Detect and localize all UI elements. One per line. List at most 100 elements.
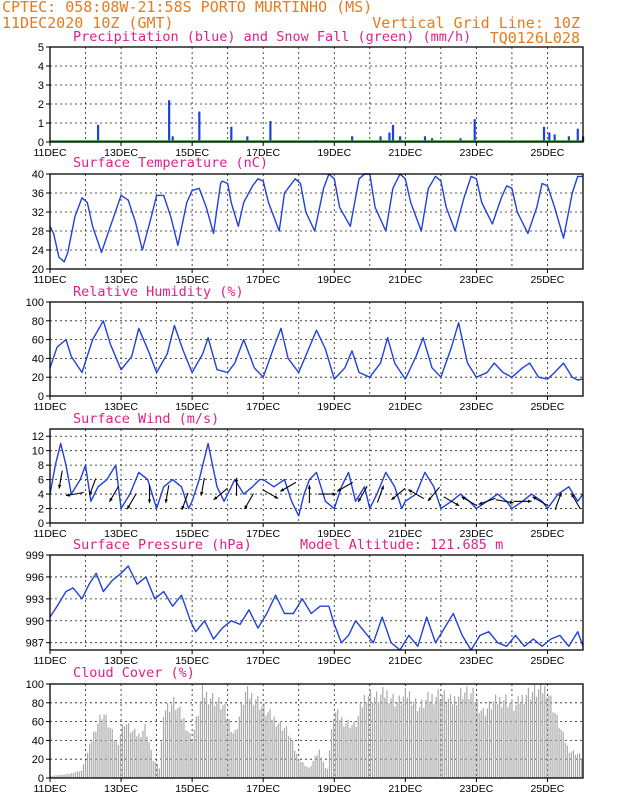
cloud-bar [417, 711, 419, 778]
cloud-bar [103, 714, 105, 778]
cloud-bar [328, 750, 331, 778]
cloud-bar [162, 717, 165, 778]
x-tick-label: 13DEC [104, 783, 138, 795]
x-tick-label: 19DEC [317, 528, 351, 540]
wind-arrow-head [358, 497, 362, 502]
cloud-bar [294, 750, 296, 778]
y-tick-label: 20 [32, 264, 44, 276]
cloud-bar [468, 699, 470, 778]
cloud-bar [335, 712, 337, 778]
precip-title: Precipitation (blue) and Snow Fall (gree… [73, 29, 471, 45]
x-tick-label: 25DEC [531, 274, 565, 286]
x-tick-label: 21DEC [388, 528, 422, 540]
cloud-bar [392, 693, 394, 778]
cloud-bar [246, 686, 249, 778]
precip-bar [473, 119, 476, 142]
cloud-bar [476, 699, 478, 778]
cloud-bar [87, 752, 89, 778]
wind-arrow [376, 485, 385, 503]
wind-arrow-head [478, 501, 483, 505]
precip-bar [423, 136, 427, 142]
cloud-bar [529, 699, 532, 778]
cloud-bar [68, 773, 70, 778]
y-tick-label: 100 [26, 297, 44, 309]
y-tick-label: 100 [26, 679, 44, 691]
y-tick-label: 10 [32, 446, 44, 458]
cloud-bar [158, 768, 160, 778]
cloud-frame [49, 683, 584, 779]
x-tick-label: 19DEC [317, 147, 351, 159]
wind-arrow [318, 492, 337, 496]
cloud-bar [339, 719, 341, 778]
x-tick-label: 25DEC [531, 528, 565, 540]
cloud-bar [433, 704, 435, 778]
cloud-bar [427, 692, 429, 778]
cloud-bar [333, 718, 335, 778]
x-tick-label: 23DEC [459, 147, 493, 159]
wind-arrow-head [532, 496, 537, 501]
x-tick-label: 17DEC [246, 655, 280, 667]
x-tick-label: 25DEC [531, 147, 565, 159]
cloud-bar [234, 730, 236, 778]
x-tick-label: 11DEC [33, 655, 66, 667]
wind-arrow-head [274, 495, 279, 499]
cloud-bar [56, 775, 58, 778]
cloud-bar [117, 744, 119, 778]
panel-temperature: Surface Temperature (nC) 20 24 28 32 36 40 11DE… [32, 155, 584, 286]
precip-bar [459, 138, 462, 142]
wind-arrow [478, 497, 496, 505]
wind-arrow [336, 481, 353, 492]
cloud-bar [181, 719, 183, 778]
precip-bar [576, 128, 579, 142]
x-tick-label: 15DEC [175, 147, 209, 159]
cloud-bar [58, 774, 60, 778]
x-tick-label: 13DEC [104, 401, 138, 413]
precip-bar [171, 136, 174, 142]
y-tick-label: 4 [38, 489, 44, 501]
x-tick-label: 13DEC [104, 655, 138, 667]
cloud-bar [70, 773, 72, 778]
cloud-bar [189, 733, 191, 778]
wind-arrow-head [337, 488, 342, 492]
cloud-bar [210, 698, 212, 778]
cloud-bar [257, 696, 259, 778]
cloud-bar [497, 704, 499, 778]
cloud-bar [226, 718, 228, 778]
cloud-bar [298, 761, 300, 778]
cloud-bar [300, 761, 302, 778]
wind-arrow-head [181, 505, 185, 510]
wind-arrow [262, 489, 279, 500]
x-tick-label: 13DEC [104, 528, 138, 540]
cloud-bar [144, 724, 146, 778]
x-tick-label: 21DEC [388, 274, 422, 286]
wind-arrow [147, 485, 152, 504]
cloud-bar [134, 728, 136, 778]
y-tick-label: 996 [26, 572, 44, 584]
cloud-bar [388, 703, 390, 778]
cloud-bar [357, 716, 359, 778]
wind-arrow-head [280, 488, 285, 492]
precip-bar [269, 121, 272, 142]
cloud-bar [494, 694, 497, 778]
x-tick-label: 17DEC [246, 783, 280, 795]
cloud-bar [560, 729, 562, 778]
wind-arrow-head [164, 499, 168, 503]
y-tick-label: 0 [38, 518, 44, 530]
panel-wind: Surface Wind (m/s) 0 2 4 6 8 10 12 11DEC 13DEC 15D… [32, 411, 584, 540]
wind-arrow [307, 485, 312, 504]
panel-humidity: Relative Humidity (%) 0 20 40 60 80 100 11DEC 13… [26, 284, 584, 413]
cloud-bar [478, 713, 480, 778]
wind-arrow-head [380, 485, 384, 490]
cloud-bar [474, 702, 476, 778]
cloud-bar [54, 775, 56, 778]
cloud-bar [359, 704, 361, 778]
y-tick-label: 4 [38, 61, 44, 73]
cloud-bar [581, 759, 583, 778]
cloud-bar [425, 700, 427, 778]
wind-series-line [49, 442, 584, 517]
cloud-bar [156, 763, 158, 778]
cloud-bar [396, 702, 398, 778]
cloud-bar [566, 745, 568, 778]
cloud-bar [499, 697, 501, 778]
cloud-bar [447, 698, 450, 778]
